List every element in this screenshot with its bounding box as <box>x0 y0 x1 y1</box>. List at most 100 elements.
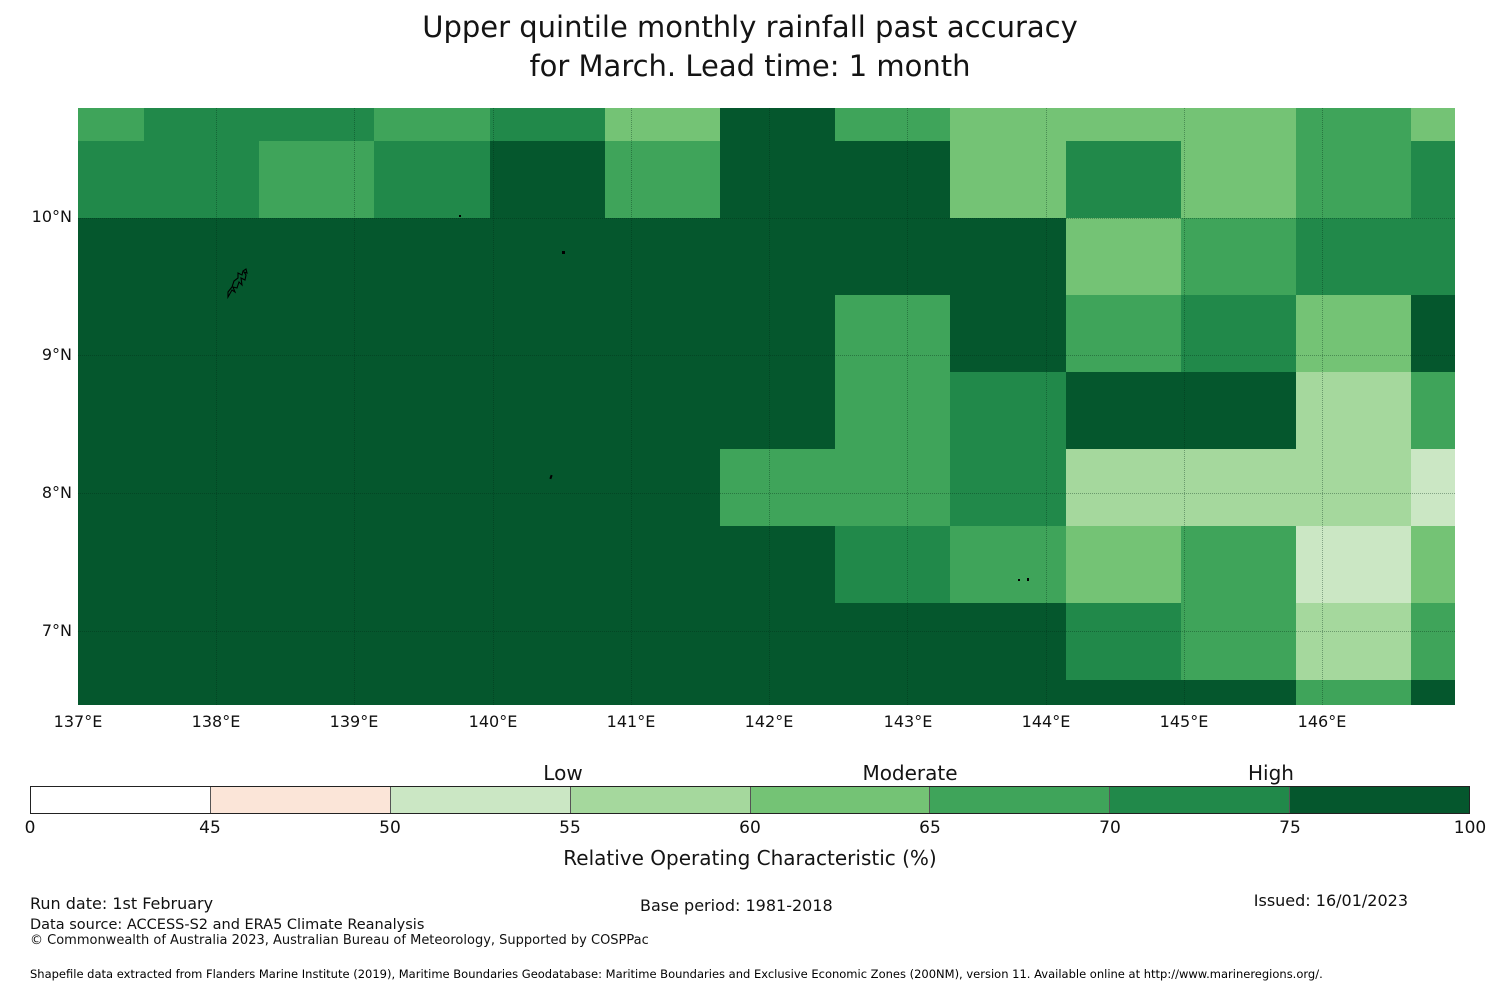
heatmap-cells <box>78 108 1455 705</box>
heatmap-cell <box>78 603 144 680</box>
heatmap-cell <box>78 218 144 295</box>
colorbar-tick-label: 100 <box>1453 818 1487 838</box>
x-axis-tick-label: 141°E <box>606 712 656 731</box>
heatmap-cell <box>1181 372 1296 449</box>
chart-title: Upper quintile monthly rainfall past acc… <box>422 10 1078 83</box>
heatmap-cell <box>720 680 835 705</box>
heatmap-cell <box>490 680 605 705</box>
heatmap-cell <box>259 680 374 705</box>
colorbar-segment-50-55 <box>390 787 571 813</box>
heatmap-cell <box>259 449 374 526</box>
heatmap-cell <box>835 372 950 449</box>
heatmap-cell <box>720 108 835 141</box>
heatmap-cell <box>720 603 835 680</box>
heatmap-cell <box>374 295 490 372</box>
copyright-text: © Commonwealth of Australia 2023, Austra… <box>30 933 649 948</box>
heatmap-cell <box>490 603 605 680</box>
heatmap-cell <box>78 372 144 449</box>
heatmap-cell <box>1296 141 1411 218</box>
base-period-text: Base period: 1981-2018 <box>640 896 833 915</box>
colorbar-qualitative-label-low: Low <box>543 761 583 785</box>
heatmap-cell <box>374 526 490 603</box>
heatmap-cell <box>144 603 259 680</box>
heatmap-cell <box>374 141 490 218</box>
heatmap-cell <box>1411 526 1455 603</box>
heatmap-cell <box>1181 680 1296 705</box>
heatmap-cell <box>1181 603 1296 680</box>
colorbar-axis-title: Relative Operating Characteristic (%) <box>563 846 937 870</box>
colorbar-tick-label: 70 <box>1099 818 1121 838</box>
heatmap-cell <box>1066 603 1181 680</box>
heatmap-cell <box>950 526 1066 603</box>
heatmap-cell <box>1181 108 1296 141</box>
x-axis-tick-label: 138°E <box>191 712 241 731</box>
heatmap-cell <box>1066 372 1181 449</box>
x-axis-tick-label: 137°E <box>53 712 103 731</box>
heatmap-cell <box>374 603 490 680</box>
heatmap-cell <box>835 680 950 705</box>
heatmap-cell <box>78 449 144 526</box>
heatmap-cell <box>605 603 720 680</box>
heatmap-cell <box>1066 295 1181 372</box>
colorbar-qualitative-label-moderate: Moderate <box>862 761 958 785</box>
heatmap-cell <box>950 449 1066 526</box>
heatmap-cell <box>605 449 720 526</box>
colorbar-tick-label: 75 <box>1279 818 1301 838</box>
heatmap-cell <box>490 372 605 449</box>
y-axis-tick-label: 8°N <box>41 483 72 502</box>
heatmap-cell <box>259 372 374 449</box>
heatmap-cell <box>78 526 144 603</box>
heatmap-cell <box>950 603 1066 680</box>
heatmap-cell <box>720 372 835 449</box>
colorbar-segment-55-60 <box>570 787 751 813</box>
heatmap-cell <box>605 680 720 705</box>
colorbar-segment-75-100 <box>1290 787 1469 813</box>
x-axis-tick-label: 143°E <box>883 712 933 731</box>
heatmap-cell <box>950 141 1066 218</box>
colorbar-segment-70-75 <box>1110 787 1291 813</box>
heatmap-cell <box>720 141 835 218</box>
heatmap-cell <box>1296 295 1411 372</box>
heatmap-cell <box>1066 141 1181 218</box>
heatmap-cell <box>490 108 605 141</box>
heatmap-cell <box>1181 449 1296 526</box>
heatmap-cell <box>259 603 374 680</box>
heatmap-cell <box>259 526 374 603</box>
heatmap-cell <box>1296 680 1411 705</box>
heatmap-cell <box>605 295 720 372</box>
heatmap-cell <box>605 141 720 218</box>
colorbar-tick-label: 0 <box>24 818 36 838</box>
colorbar-segment-65-70 <box>930 787 1111 813</box>
heatmap-cell <box>259 141 374 218</box>
colorbar-segment-0-45 <box>31 787 211 813</box>
heatmap-cell <box>1181 218 1296 295</box>
heatmap-cell <box>1411 108 1455 141</box>
heatmap-cell <box>1296 372 1411 449</box>
heatmap-cell <box>144 680 259 705</box>
heatmap-cell <box>1296 449 1411 526</box>
heatmap-cell <box>950 372 1066 449</box>
heatmap-cell <box>490 141 605 218</box>
heatmap-cell <box>78 680 144 705</box>
colorbar-tick-label: 60 <box>739 818 761 838</box>
heatmap-cell <box>1066 680 1181 705</box>
heatmap-cell <box>490 218 605 295</box>
heatmap-cell <box>1181 295 1296 372</box>
heatmap-cell <box>720 295 835 372</box>
heatmap-cell <box>1066 526 1181 603</box>
heatmap-cell <box>374 449 490 526</box>
heatmap-cell <box>950 680 1066 705</box>
x-axis-tick-label: 142°E <box>744 712 794 731</box>
heatmap-cell <box>835 603 950 680</box>
x-axis-tick-label: 144°E <box>1021 712 1071 731</box>
heatmap-cell <box>605 108 720 141</box>
heatmap-cell <box>835 218 950 295</box>
colorbar-qualitative-label-high: High <box>1248 761 1294 785</box>
heatmap-cell <box>1411 218 1455 295</box>
y-axis-tick-label: 10°N <box>31 207 72 226</box>
data-source-text: Data source: ACCESS-S2 and ERA5 Climate … <box>30 917 425 933</box>
heatmap-cell <box>605 218 720 295</box>
heatmap-cell <box>1411 449 1455 526</box>
y-axis-tick-label: 9°N <box>41 345 72 364</box>
heatmap-cell <box>374 218 490 295</box>
